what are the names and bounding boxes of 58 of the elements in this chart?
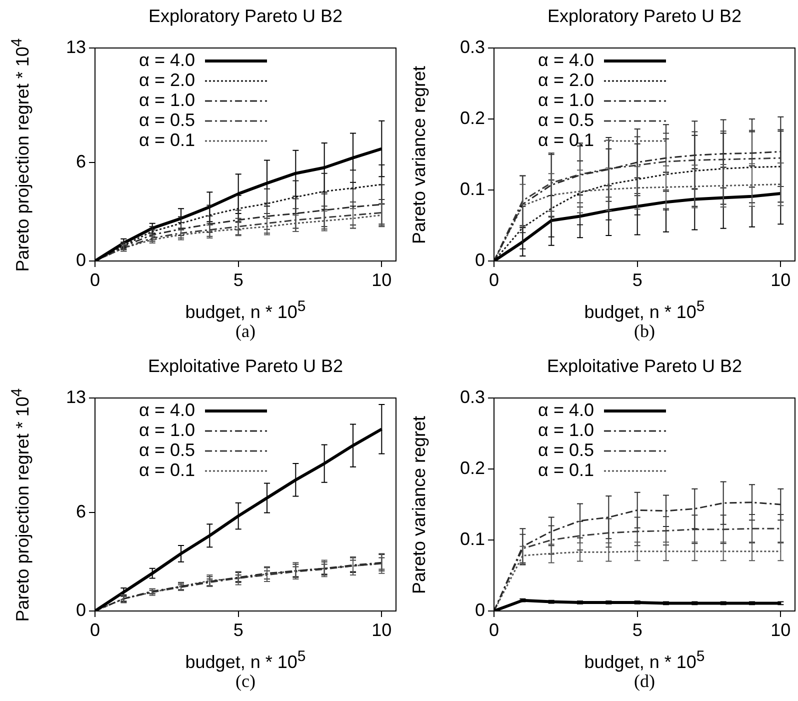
y-tick-label: 0.2: [460, 108, 485, 128]
y-tick-label: 0.1: [460, 178, 485, 199]
y-tick-label: 0.1: [460, 528, 485, 549]
legend-label: α = 1.0: [538, 420, 594, 440]
text: (c): [236, 671, 256, 691]
chart-title: Exploitative Pareto U B2: [148, 356, 344, 376]
y-tick-label: 0: [474, 250, 485, 270]
legend-label: α = 0.1: [139, 130, 195, 150]
x-tick-label: 5: [632, 620, 642, 640]
x-tick-label: 10: [770, 620, 791, 640]
x-tick-label: 5: [233, 620, 244, 640]
legend-label: α = 0.5: [538, 440, 594, 460]
y-axis-title: Pareto variance regret: [409, 65, 429, 244]
x-tick-label: 10: [372, 620, 392, 640]
x-axis-title: budget, n * 10$^{5}$: [584, 647, 705, 672]
x-tick-label: 0: [90, 620, 100, 640]
chart-title: Exploitative Pareto U B2: [546, 356, 742, 376]
text: (d): [634, 671, 655, 691]
legend-label: α = 0.1: [538, 460, 594, 480]
y-tick-label: 0: [474, 600, 485, 620]
legend-label: α = 1.0: [139, 90, 195, 110]
y-tick-label: 0: [76, 600, 86, 620]
x-tick-label: 0: [488, 620, 500, 640]
legend-label: α = 0.5: [139, 440, 195, 460]
y-tick-label: 6: [76, 152, 86, 172]
x-tick-label: 5: [632, 270, 642, 290]
legend-label: α = 4.0: [139, 50, 195, 70]
y-tick-label: 0.3: [460, 36, 485, 57]
legend-label: α = 0.5: [538, 110, 594, 130]
legend-label: α = 2.0: [139, 70, 195, 90]
x-tick-label: 0: [488, 270, 500, 290]
y-axis-title: Pareto variance regret: [409, 415, 429, 594]
x-tick-label: 0: [90, 270, 100, 290]
y-tick-label: 6: [76, 502, 86, 522]
chart-title: Exploratory Pareto U B2: [148, 6, 343, 26]
y-tick-label: 13: [66, 36, 86, 57]
legend-label: α = 4.0: [538, 400, 594, 420]
text: (a): [236, 321, 256, 341]
chart-title: Exploratory Pareto U B2: [547, 6, 742, 26]
legend-label: α = 1.0: [139, 420, 195, 440]
y-tick-label: 0.2: [460, 458, 485, 478]
legend-label: α = 0.5: [139, 110, 195, 130]
legend-label: α = 0.1: [139, 460, 195, 480]
legend-label: α = 4.0: [538, 50, 594, 70]
x-axis-title: budget, n * 10$^{5}$: [185, 647, 306, 672]
x-axis-title: budget, n * 10$^{5}$: [185, 297, 306, 322]
x-tick-label: 10: [770, 270, 791, 290]
text: (b): [634, 321, 655, 341]
legend-label: α = 4.0: [139, 400, 195, 420]
x-axis-title: budget, n * 10$^{5}$: [584, 297, 705, 322]
x-tick-label: 10: [372, 270, 392, 290]
y-tick-label: 13: [66, 386, 86, 407]
legend-label: α = 2.0: [538, 70, 594, 90]
y-tick-label: 0: [76, 250, 86, 270]
legend-label: α = 1.0: [538, 90, 594, 110]
y-tick-label: 0.3: [460, 386, 485, 407]
x-tick-label: 5: [233, 270, 244, 290]
legend-label: α = 0.1: [538, 130, 594, 150]
